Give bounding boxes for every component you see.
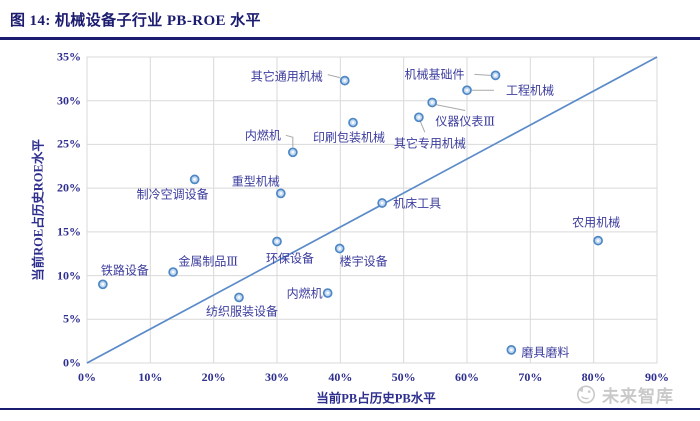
data-point-highlight: [417, 115, 421, 119]
x-tick-label: 40%: [328, 370, 353, 384]
y-tick-label: 20%: [57, 180, 81, 195]
mascot-circle-icon: [577, 385, 595, 404]
y-tick-label: 15%: [57, 224, 81, 239]
data-point-label: 磨具磨料: [521, 345, 570, 360]
y-tick-label: 5%: [63, 311, 81, 326]
data-point-highlight: [237, 296, 241, 299]
x-tick-label: 10%: [138, 370, 163, 384]
data-point-label: 内燃机: [244, 128, 281, 143]
data-point-highlight: [351, 121, 355, 124]
x-axis-title: 当前PB占历史PB水平: [316, 391, 436, 406]
data-point-label: 重型机械: [231, 174, 280, 189]
x-tick-label: 80%: [581, 370, 606, 384]
data-point-label: 机床工具: [393, 196, 442, 211]
label-leader-line: [285, 134, 294, 148]
label-leader-line: [327, 74, 340, 79]
data-point-label: 其它通用机械: [250, 69, 323, 84]
x-tick-label: 30%: [265, 370, 289, 384]
data-point-highlight: [193, 178, 197, 181]
data-point-label: 环保设备: [265, 251, 315, 266]
x-tick-label: 0%: [78, 370, 96, 384]
x-tick-label: 20%: [201, 370, 226, 384]
y-tick-label: 25%: [57, 136, 81, 151]
footer-rule: [0, 408, 700, 410]
data-point-highlight: [326, 291, 330, 295]
data-point-highlight: [279, 191, 283, 195]
data-point-label: 农用机械: [572, 215, 621, 230]
data-point-label: 楼宇设备: [339, 254, 388, 269]
data-point-label: 纺织服装设备: [205, 304, 279, 319]
data-point-label: 仪器仪表Ⅲ: [435, 114, 495, 129]
data-point-highlight: [171, 270, 175, 274]
label-leader-line: [474, 73, 491, 76]
data-point-label: 印刷包装机械: [312, 130, 386, 145]
data-point-label: 金属制品Ⅲ: [178, 254, 238, 269]
title-rule: [0, 37, 700, 40]
data-point-label: 内燃机: [286, 286, 323, 301]
trend-line: [86, 56, 658, 364]
y-tick-label: 30%: [57, 93, 81, 108]
label-leader-line: [419, 120, 426, 133]
data-point-highlight: [275, 240, 279, 243]
y-axis-title: 当前ROE占历史ROE水平: [31, 139, 46, 281]
data-point-label: 制冷空调设备: [136, 187, 209, 202]
data-point-highlight: [430, 101, 434, 104]
data-point-label: 工程机械: [505, 83, 555, 98]
data-point-highlight: [338, 247, 342, 250]
data-point-highlight: [465, 88, 469, 92]
x-tick-label: 50%: [391, 370, 416, 384]
label-leader-line: [435, 103, 466, 111]
y-tick-label: 35%: [57, 49, 81, 64]
data-point-label: 铁路设备: [100, 263, 149, 278]
data-point-label: 机械基础件: [404, 67, 465, 82]
x-tick-label: 60%: [455, 370, 479, 384]
y-tick-label: 10%: [57, 268, 81, 283]
data-point-highlight: [380, 201, 384, 205]
watermark: 未来智库: [575, 382, 674, 406]
data-point-highlight: [596, 239, 600, 243]
figure-title: 图 14: 机械设备子行业 PB-ROE 水平: [10, 13, 261, 29]
data-point-highlight: [343, 79, 347, 83]
data-point-highlight: [101, 282, 105, 286]
data-point-highlight: [291, 150, 295, 154]
x-tick-label: 70%: [518, 370, 543, 384]
plot-border: [86, 56, 658, 364]
data-point-label: 其它专用机械: [393, 136, 466, 151]
y-tick-label: 0%: [63, 355, 81, 370]
x-tick-label: 90%: [645, 370, 669, 384]
data-point-highlight: [494, 73, 497, 77]
watermark-text: 未来智库: [602, 386, 674, 406]
data-point-highlight: [509, 348, 513, 352]
